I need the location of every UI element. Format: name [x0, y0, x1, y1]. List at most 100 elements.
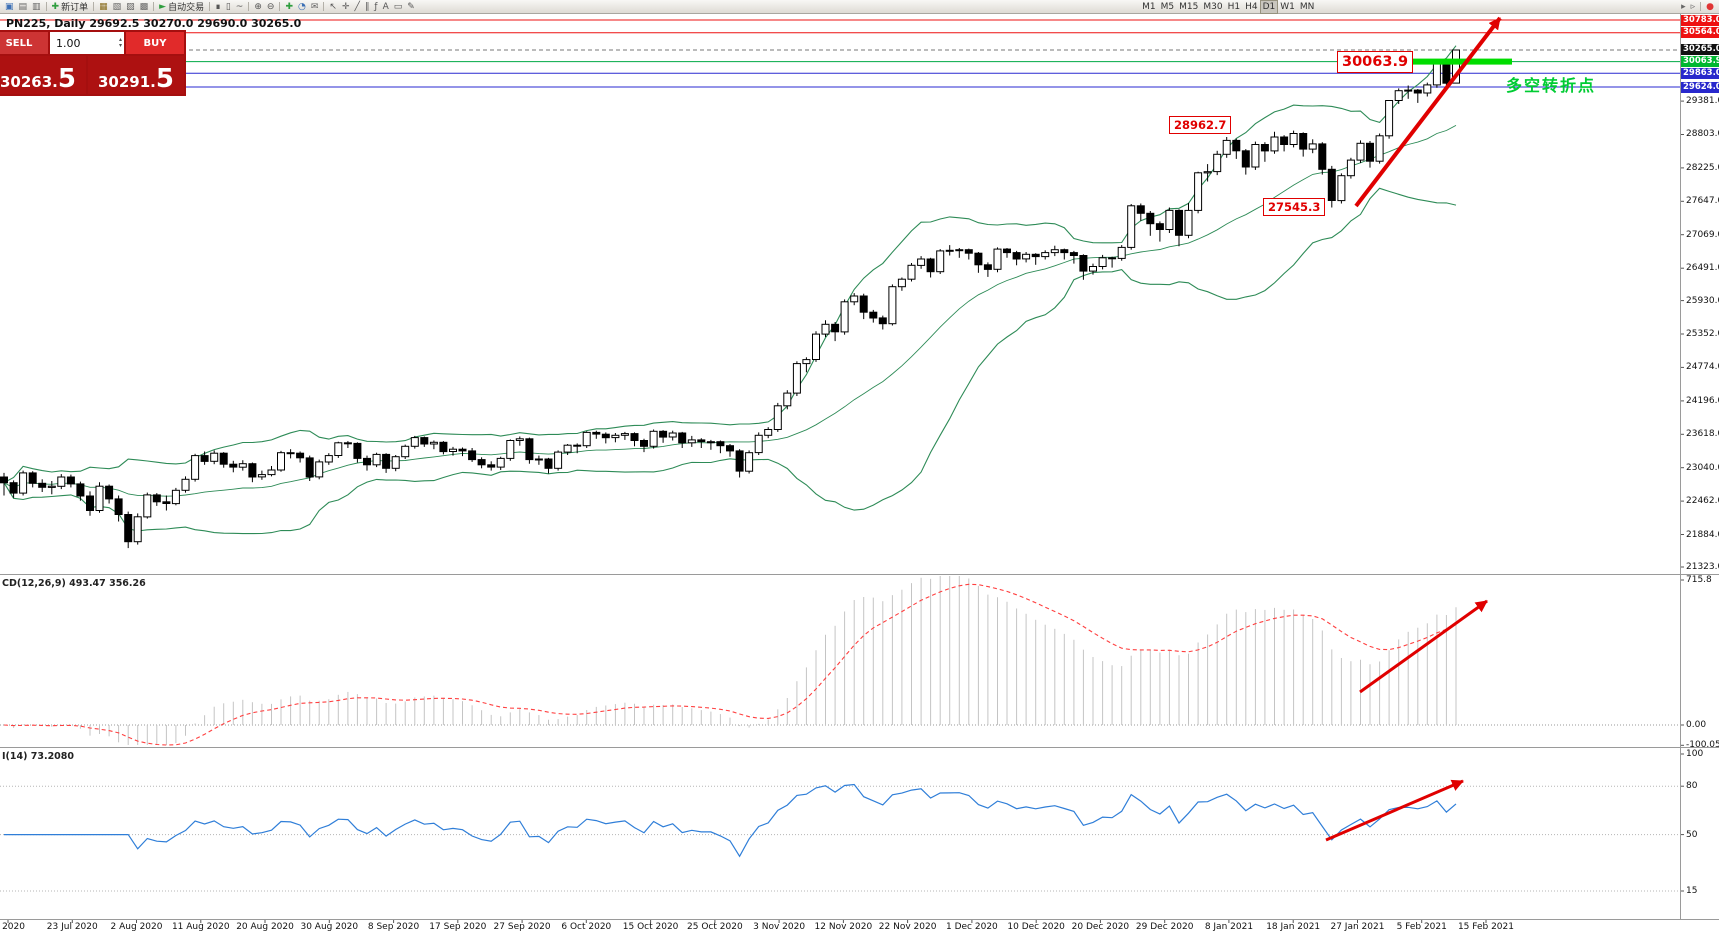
chart-shift-icon[interactable]: ▸	[1679, 1, 1688, 13]
new-order-button-label: 新订单	[61, 3, 89, 13]
tf-h1-button[interactable]: H1	[1226, 1, 1243, 13]
tf-m1-button-label: M1	[1142, 1, 1156, 12]
tf-m30-button[interactable]: M30	[1201, 1, 1224, 13]
rsi-axis-tick: 100	[1686, 749, 1704, 759]
record-icon[interactable]: ●	[1704, 1, 1716, 13]
tf-mn-button-label: MN	[1299, 1, 1315, 12]
toolbar-separator	[93, 2, 95, 11]
terminal-panel-icon[interactable]: ▩	[138, 1, 151, 13]
periods-icon[interactable]: ◔	[296, 1, 308, 13]
candle-chart-icon: ▯	[225, 1, 231, 12]
chart-note-text[interactable]: 多空转折点	[1506, 76, 1597, 95]
price-line-label[interactable]: 30564.0	[1681, 27, 1719, 39]
time-axis-label: 15 Oct 2020	[622, 922, 679, 932]
line-chart-icon: ~	[235, 1, 244, 12]
price-line-label[interactable]: 30783.0	[1681, 14, 1719, 26]
volume-input[interactable]: 1.00 ▴ ▾	[50, 32, 124, 54]
buy-button[interactable]: BUY	[126, 32, 184, 54]
zoom-out-icon: ⊖	[266, 1, 275, 12]
crosshair-icon[interactable]: ✛	[340, 1, 352, 13]
tf-m1-button[interactable]: M1	[1140, 1, 1158, 13]
tf-m15-button[interactable]: M15	[1177, 1, 1200, 13]
macd-axis-tick: -100.05	[1686, 740, 1719, 751]
indicators-icon: ✚	[285, 1, 293, 12]
annotation-price-flag[interactable]: 28962.7	[1169, 116, 1232, 135]
crosshair-icon: ✛	[341, 1, 350, 12]
zoom-in-icon[interactable]: ⊕	[252, 1, 264, 13]
zoom-out-icon[interactable]: ⊖	[265, 1, 277, 13]
profiles-icon: ▥	[32, 1, 41, 12]
cursor-icon[interactable]: ↖	[327, 1, 339, 13]
market-watch-icon[interactable]: ▦	[97, 1, 110, 13]
one-click-trading-panel: SELL 1.00 ▴ ▾ BUY 30263. 5 30291. 5	[0, 30, 186, 96]
time-axis-label: 12 Nov 2020	[814, 922, 873, 932]
sell-price-main: 30263.	[0, 73, 58, 91]
price-axis-tick: 25352.0	[1686, 329, 1719, 340]
price-axis-tick: 26491.0	[1686, 263, 1719, 274]
annotation-price-flag[interactable]: 27545.3	[1263, 198, 1326, 217]
rsi-axis-tick: 80	[1686, 781, 1698, 792]
volume-value: 1.00	[56, 36, 81, 50]
data-window-icon[interactable]: ▧	[111, 1, 124, 13]
trendline-icon[interactable]: ╱	[352, 1, 361, 13]
time-axis-label: 17 Sep 2020	[429, 922, 487, 932]
bar-chart-icon[interactable]: ∎	[213, 1, 223, 13]
shapes-icon: ▭	[393, 1, 403, 12]
text-icon: A	[382, 1, 389, 12]
buy-price-display[interactable]: 30291. 5	[88, 56, 184, 94]
price-line-label[interactable]: 30063.9	[1681, 56, 1719, 68]
profiles-icon[interactable]: ▥	[30, 1, 43, 13]
sell-button[interactable]: SELL	[0, 32, 48, 54]
text-icon[interactable]: A	[381, 1, 391, 13]
navigator-icon[interactable]: ▨	[124, 1, 137, 13]
tf-d1-button[interactable]: D1	[1259, 0, 1279, 14]
sell-price-display[interactable]: 30263. 5	[0, 56, 86, 94]
rsi-axis-tick: 15	[1686, 886, 1698, 897]
time-axis-label: 1 Dec 2020	[946, 922, 998, 932]
toolbar-separator	[248, 2, 250, 11]
channel-icon[interactable]: ∥	[363, 1, 372, 13]
chart-shift-icon: ▸	[1681, 1, 1686, 12]
auto-scroll-icon[interactable]: ▹	[1689, 1, 1698, 13]
main-toolbar: ▣ ▤ ▥ ✚ 新订单 ▦ ▧ ▨ ▩ ► 自动交易 ∎ ▯ ~ ⊕ ⊖ ✚ ◔ ✉ ↖ ✛ ╱ ∥ ƒ A ▭ ✎ M1 M5 M15 M…	[0, 0, 1719, 14]
fibonacci-icon[interactable]: ƒ	[372, 1, 379, 13]
tf-h1-button-label: H1	[1227, 1, 1241, 12]
price-axis-tick: 23618.0	[1686, 429, 1719, 440]
templates-icon[interactable]: ✉	[309, 1, 321, 13]
price-line-label[interactable]: 30265.0	[1681, 44, 1719, 56]
tf-w1-button[interactable]: W1	[1278, 1, 1297, 13]
toolbar-separator	[279, 2, 281, 11]
line-chart-icon[interactable]: ~	[234, 1, 246, 13]
shapes-icon[interactable]: ▭	[392, 1, 405, 13]
price-line-label[interactable]: 29863.0	[1681, 67, 1719, 79]
auto-trading-icon: ►	[159, 1, 167, 12]
zoom-in-icon: ⊕	[254, 1, 262, 12]
tf-mn-button[interactable]: MN	[1298, 1, 1317, 13]
price-line-label[interactable]: 29624.0	[1681, 81, 1719, 93]
volume-down-icon[interactable]: ▾	[118, 42, 122, 49]
annotation-price-flag[interactable]: 30063.9	[1337, 50, 1414, 73]
buy-price-main: 30291.	[98, 73, 156, 91]
tf-m15-button-label: M15	[1179, 1, 1199, 12]
time-axis-label: 27 Jan 2021	[1330, 922, 1385, 932]
time-axis-label: 22 Nov 2020	[878, 922, 937, 932]
time-axis-label: 15 Feb 2021	[1457, 922, 1514, 932]
draw-icon[interactable]: ✎	[405, 1, 417, 13]
indicators-icon[interactable]: ✚	[283, 1, 295, 13]
auto-trading-button[interactable]: ► 自动交易	[157, 1, 206, 14]
time-axis-label: 29 Dec 2020	[1135, 922, 1194, 932]
volume-stepper[interactable]: ▴ ▾	[119, 37, 122, 49]
tf-h4-button[interactable]: H4	[1243, 1, 1260, 13]
new-order-button[interactable]: ✚ 新订单	[50, 1, 91, 14]
time-axis-label: 10 Dec 2020	[1007, 922, 1065, 932]
time-axis-label: 30 Aug 2020	[300, 922, 359, 932]
macd-panel-divider[interactable]	[0, 574, 1719, 575]
volume-up-icon[interactable]: ▴	[118, 36, 122, 43]
rsi-panel-divider[interactable]	[0, 747, 1719, 748]
price-axis-tick: 24196.0	[1686, 395, 1719, 406]
new-chart-icon[interactable]: ▤	[17, 1, 30, 13]
tf-m5-button[interactable]: M5	[1159, 1, 1177, 13]
candle-chart-icon[interactable]: ▯	[224, 1, 233, 13]
terminal-icon[interactable]: ▣	[3, 1, 16, 13]
